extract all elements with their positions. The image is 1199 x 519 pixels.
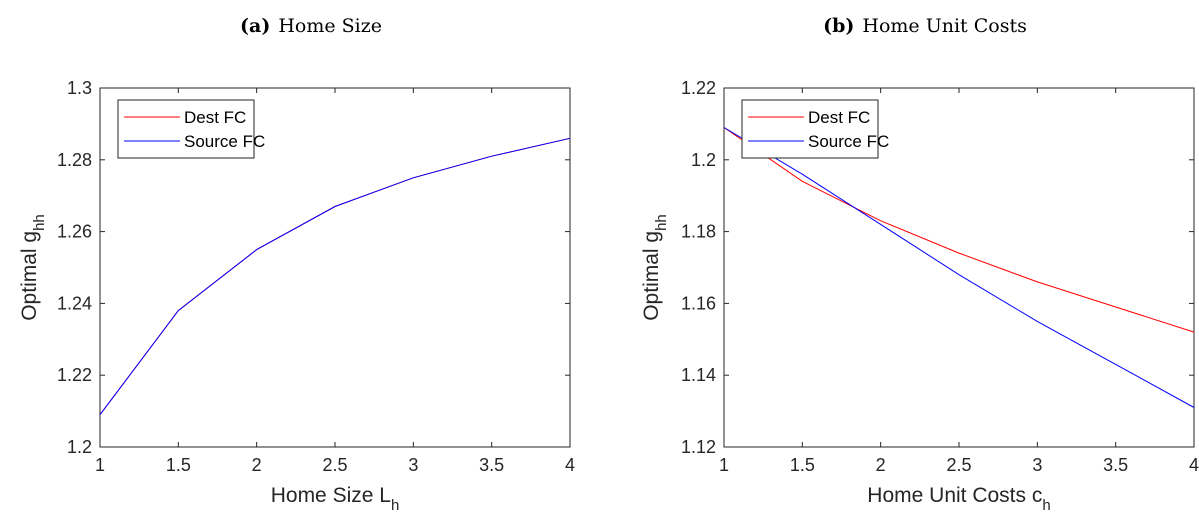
series-line-dest-fc (99, 137, 571, 416)
chart-home-size: 1 1.5 2 2.5 3 3.5 4 1.2 1.22 1.24 1.26 1.28 1.3 Home … (18, 78, 575, 514)
y-tick-label: 1.24 (57, 293, 92, 313)
series-line-dest-fc (723, 127, 1195, 333)
series-line-source-fc (99, 137, 571, 416)
legend-label: Source FC (184, 132, 265, 151)
y-axis-title-sub: hh (653, 214, 670, 231)
x-tick-label: 1 (719, 455, 729, 475)
x-tick-label: 3 (1032, 455, 1042, 475)
legend-label: Dest FC (184, 108, 246, 127)
x-axis-title: Home Unit Costs ch (867, 484, 1050, 514)
y-tick-label: 1.16 (681, 293, 716, 313)
x-tick-label: 3.5 (1103, 455, 1128, 475)
x-tick-label: 3 (408, 455, 418, 475)
y-tick-label: 1.2 (67, 437, 92, 457)
y-tick-label: 1.14 (681, 365, 716, 385)
x-tick-label: 3.5 (479, 455, 504, 475)
x-tick-label: 1.5 (166, 455, 191, 475)
y-tick-label: 1.2 (691, 150, 716, 170)
y-axis-title-main: Optimal g (640, 231, 663, 321)
chart-home-unit-costs: 1 1.5 2 2.5 3 3.5 4 1.12 1.14 1.16 1.18 1.2 1.22 Home… (640, 78, 1199, 514)
y-tick-label: 1.3 (67, 78, 92, 98)
caption-a-text: Home Size (278, 15, 382, 37)
legend-label: Dest FC (808, 108, 870, 127)
x-axis-title-sub: h (1042, 497, 1050, 514)
y-tick-label: 1.26 (57, 222, 92, 242)
y-axis-title-sub: hh (31, 214, 48, 231)
series-line-source-fc (723, 127, 1195, 408)
x-tick-label: 4 (565, 455, 575, 475)
x-tick-label: 2.5 (946, 455, 971, 475)
caption-b: (b) Home Unit Costs (823, 15, 1027, 37)
legend-box (117, 99, 255, 159)
x-axis-title-main: Home Size L (271, 484, 391, 507)
x-axis-title: Home Size Lh (271, 484, 400, 514)
x-axis-title-main: Home Unit Costs c (867, 484, 1042, 507)
y-axis-title-main: Optimal g (18, 231, 41, 321)
y-axis-title: Optimal ghh (640, 214, 670, 321)
x-tick-label: 1.5 (790, 455, 815, 475)
caption-b-prefix: (b) (823, 15, 854, 37)
y-axis-title: Optimal ghh (18, 214, 48, 321)
x-tick-label: 4 (1189, 455, 1199, 475)
x-tick-label: 1 (95, 455, 105, 475)
y-tick-label: 1.28 (57, 150, 92, 170)
x-tick-label: 2.5 (322, 455, 347, 475)
legend-label: Source FC (808, 132, 889, 151)
caption-a-prefix: (a) (240, 15, 270, 37)
y-tick-label: 1.12 (681, 437, 716, 457)
y-tick-label: 1.22 (681, 78, 716, 98)
y-tick-label: 1.22 (57, 365, 92, 385)
x-tick-label: 2 (252, 455, 262, 475)
caption-b-text: Home Unit Costs (862, 15, 1026, 37)
x-axis-title-sub: h (391, 497, 399, 514)
x-tick-label: 2 (876, 455, 886, 475)
caption-a: (a) Home Size (240, 15, 382, 37)
legend-box (741, 99, 879, 159)
y-tick-label: 1.18 (681, 222, 716, 242)
